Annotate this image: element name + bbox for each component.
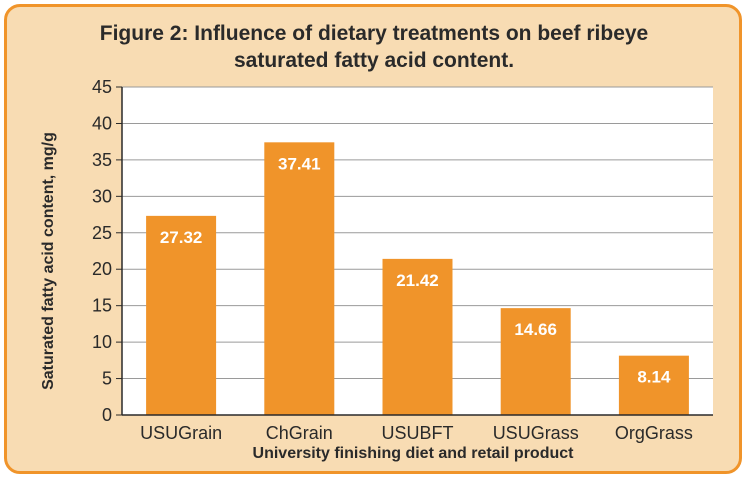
x-category-label: USUBFT [382, 423, 454, 443]
y-axis-title: Saturated fatty acid content, mg/g [40, 132, 57, 390]
y-tick-label: 45 [92, 77, 112, 97]
y-tick-label: 20 [92, 259, 112, 279]
bar-value-label: 37.41 [278, 154, 321, 173]
bar-orggrass [618, 355, 689, 415]
x-axis-title: University finishing diet and retail pro… [253, 445, 575, 462]
bar-chart: Figure 2: Influence of dietary treatment… [40, 22, 713, 462]
bar-chgrain [264, 142, 335, 415]
x-axis-categories: USUGrain ChGrain USUBFT USUGrass OrgGrass [140, 423, 693, 443]
bar-usubft [382, 258, 453, 415]
x-category-label: USUGrass [493, 423, 579, 443]
y-tick-label: 0 [102, 405, 112, 425]
chart-title-line-2: saturated fatty acid content. [234, 49, 514, 72]
bar-usugrain [146, 215, 217, 415]
bar-value-label: 27.32 [160, 228, 203, 247]
x-category-label: USUGrain [140, 423, 222, 443]
x-category-label: OrgGrass [615, 423, 693, 443]
y-tick-label: 25 [92, 223, 112, 243]
bar-value-label: 14.66 [514, 320, 557, 339]
bar-value-labels: 27.32 37.41 21.42 14.66 8.14 [160, 154, 671, 386]
bar-usugrass [500, 308, 571, 415]
x-category-label: ChGrain [266, 423, 333, 443]
y-tick-label: 5 [102, 369, 112, 389]
chart-title: Figure 2: Influence of dietary treatment… [100, 22, 648, 45]
bars [146, 142, 689, 415]
chart-figure: Figure 2: Influence of dietary treatment… [4, 4, 742, 474]
y-tick-label: 35 [92, 150, 112, 170]
y-tick-label: 15 [92, 296, 112, 316]
bar-value-label: 21.42 [396, 271, 439, 290]
y-tick-label: 30 [92, 186, 112, 206]
bar-value-label: 8.14 [637, 368, 671, 387]
y-axis-ticks: 0 5 10 15 20 25 30 35 40 45 [92, 77, 122, 425]
y-tick-label: 40 [92, 113, 112, 133]
y-tick-label: 10 [92, 332, 112, 352]
